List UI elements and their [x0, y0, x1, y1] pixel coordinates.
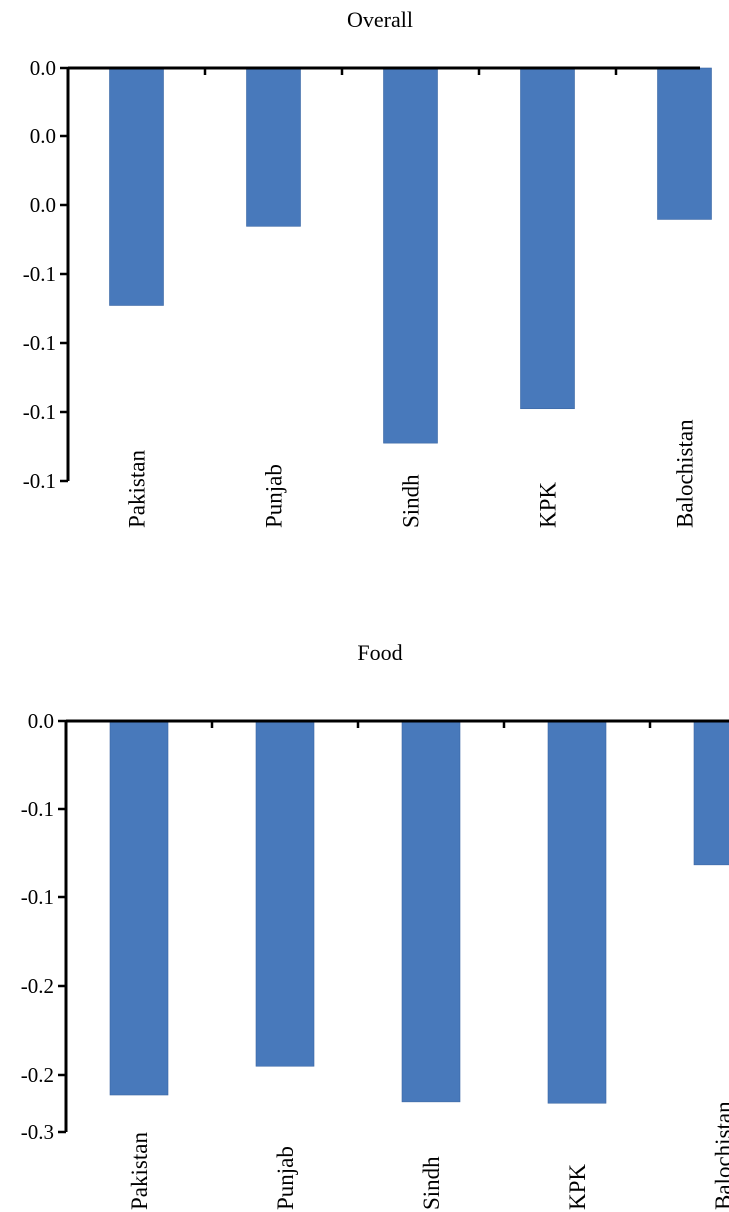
chart1-category-label: Punjab: [262, 464, 287, 528]
chart1-y-tick-label: -0.1: [23, 400, 56, 424]
chart1-y-tick-label: 0.0: [30, 193, 56, 217]
chart2-category-label: Pakistan: [127, 1132, 152, 1210]
chart1-title: Overall: [347, 7, 413, 32]
chart2-bar-punjab: [255, 720, 315, 1067]
chart2-category-label: Balochistan: [711, 1101, 729, 1210]
chart1-y-tick-label: 0.0: [30, 124, 56, 148]
chart2-bar-kpk: [547, 720, 607, 1104]
chart1-y-tick-label: -0.1: [23, 469, 56, 493]
chart1-category-label: Sindh: [399, 474, 424, 528]
chart2-category-label: Punjab: [273, 1146, 298, 1210]
chart1-bar-punjab: [246, 67, 301, 227]
chart1-y-tick-label: 0.0: [30, 56, 56, 80]
chart2-category-label: KPK: [565, 1164, 590, 1210]
chart1-bar-balochistan: [657, 67, 712, 220]
chart1-bar-kpk: [520, 67, 575, 410]
chart2-bar-balochistan: [693, 720, 729, 866]
chart1-category-label: Balochistan: [673, 419, 698, 528]
chart1-category-label: Pakistan: [125, 450, 150, 528]
chart1-bar-pakistan: [109, 67, 164, 306]
chart2-y-tick-label: -0.1: [21, 797, 54, 821]
chart2-y-tick-label: -0.3: [21, 1120, 54, 1144]
chart2-bar-sindh: [401, 720, 461, 1103]
chart1-y-tick-label: -0.1: [23, 262, 56, 286]
chart2-y-tick-label: -0.1: [21, 885, 54, 909]
chart2-category-label: Sindh: [419, 1156, 444, 1210]
chart1-bar-sindh: [383, 67, 438, 444]
chart1-category-label: KPK: [536, 482, 561, 528]
chart1-y-tick-label: -0.1: [23, 331, 56, 355]
chart2-bar-pakistan: [109, 720, 169, 1096]
chart2-y-tick-label: -0.2: [21, 1063, 54, 1087]
chart2-title: Food: [357, 640, 402, 665]
chart2-y-tick-label: -0.2: [21, 974, 54, 998]
chart2-y-tick-label: 0.0: [28, 709, 54, 733]
